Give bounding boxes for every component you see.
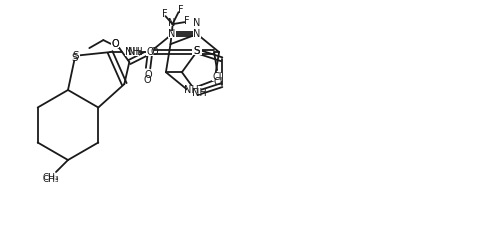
Bar (192, 47, 202, 55)
Text: O: O (111, 39, 119, 49)
Text: CH₃: CH₃ (43, 173, 59, 182)
Bar (146, 48, 154, 56)
Text: NH: NH (184, 85, 198, 95)
Bar (187, 86, 201, 94)
Bar (144, 71, 152, 79)
Text: F: F (184, 16, 189, 26)
Text: NH: NH (192, 88, 207, 98)
Text: S: S (72, 51, 78, 61)
Bar (193, 31, 201, 38)
Text: N: N (168, 29, 176, 39)
Bar (70, 52, 80, 60)
Bar (168, 31, 176, 38)
Text: NH: NH (125, 47, 139, 57)
Text: O: O (150, 47, 158, 57)
Text: F: F (162, 9, 167, 19)
Text: CH₃: CH₃ (43, 175, 59, 184)
Bar (111, 40, 119, 48)
Text: O: O (143, 75, 151, 85)
Text: S: S (194, 46, 201, 56)
Text: N: N (194, 18, 201, 28)
Text: O: O (147, 47, 154, 57)
Text: S: S (71, 53, 77, 63)
Text: NH: NH (128, 47, 143, 57)
Text: S: S (194, 46, 201, 56)
Bar (125, 48, 139, 56)
Text: F: F (178, 5, 183, 15)
Text: N: N (168, 18, 176, 28)
Text: Cl: Cl (214, 77, 223, 87)
Text: N: N (194, 29, 201, 39)
Text: O: O (144, 70, 152, 80)
Bar (41, 173, 61, 182)
Bar (212, 73, 222, 81)
Text: Cl: Cl (213, 72, 222, 82)
Text: O: O (111, 39, 119, 49)
